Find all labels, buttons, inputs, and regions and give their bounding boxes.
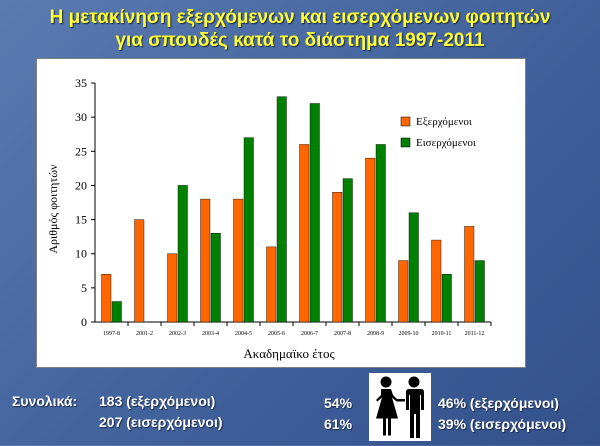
bar-incoming-2010-11 (441, 273, 452, 323)
bar-incoming-1997-8 (111, 301, 122, 323)
male-outgoing-pct: 46% (εξερχόμενοι) (438, 395, 559, 411)
bar-chart: 0 5 10 15 20 25 30 35 1997-8 2001-2 2002-3 2003-4 20… (46, 76, 492, 361)
x-tick-label: 2003-4 (202, 331, 219, 337)
y-tick-label: 15 (75, 213, 87, 227)
bar-incoming-2006-7 (309, 103, 320, 323)
bar-incoming-2007-8 (342, 178, 353, 323)
x-tick-label: 1997-8 (103, 331, 120, 337)
bar-incoming-2002-3 (177, 185, 188, 323)
title-line-2: για σπουδές κατά το διάστημα 1997-2011 (115, 30, 485, 51)
bar-incoming-2005-6 (276, 96, 287, 323)
x-tick-label: 2001-2 (136, 331, 153, 337)
x-axis-label: Ακαδημαϊκο έτος (243, 346, 335, 361)
bar-outgoing-2001-2 (134, 219, 145, 323)
y-tick-label: 10 (75, 247, 87, 261)
title-line-1: Η μετακίνηση εξερχόμενων και εισερχόμενω… (49, 7, 551, 28)
x-tick-label: 2011-12 (465, 331, 485, 337)
x-tick-label: 2005-6 (268, 331, 285, 337)
total-label: Συνολικά: (12, 393, 78, 409)
y-axis-label: Αριθμός φοιτητών (46, 164, 60, 254)
legend-label-incoming: Εισερχόμενοι (416, 137, 476, 149)
bar-outgoing-2003-4 (200, 198, 211, 323)
outgoing-total: 183 (εξερχόμενοι) (99, 393, 216, 409)
x-tick-label: 2008-9 (367, 331, 384, 337)
y-tick-label: 5 (81, 281, 87, 295)
bar-outgoing-1997-8 (101, 273, 112, 323)
y-tick-label: 30 (75, 110, 87, 124)
y-tick-label: 35 (75, 76, 87, 90)
legend-label-outgoing: Εξερχόμενοι (416, 116, 472, 128)
bar-outgoing-2007-8 (332, 192, 343, 323)
x-tick-label: 2004-5 (235, 331, 252, 337)
female-incoming-pct: 61% (324, 416, 353, 432)
bar-outgoing-2006-7 (299, 144, 310, 323)
bar-outgoing-2004-5 (233, 198, 244, 323)
bar-incoming-2011-12 (474, 260, 485, 323)
x-tick-label: 2009-10 (399, 331, 419, 337)
y-tick-label: 20 (75, 178, 87, 192)
bar-outgoing-2009-10 (398, 260, 409, 323)
x-tick-label: 2006-7 (301, 331, 318, 337)
bar-outgoing-2005-6 (266, 246, 277, 323)
x-tick-label: 2007-8 (334, 331, 351, 337)
y-tick-label: 25 (75, 144, 87, 158)
bar-incoming-2009-10 (408, 212, 419, 323)
bar-outgoing-2002-3 (167, 253, 178, 323)
legend-swatch-incoming (400, 137, 411, 148)
chart-panel: 0 5 10 15 20 25 30 35 1997-8 2001-2 2002-3 2003-4 20… (36, 58, 526, 368)
bar-incoming-2004-5 (243, 137, 254, 323)
bar-incoming-2003-4 (210, 233, 221, 323)
bar-outgoing-2008-9 (365, 157, 376, 323)
legend: Εξερχόμενοι Εισερχόμενοι (400, 116, 476, 149)
bar-outgoing-2011-12 (464, 226, 475, 323)
bar-incoming-2008-9 (375, 144, 386, 323)
man-woman-icon (369, 373, 431, 441)
y-tick-label: 0 (81, 315, 87, 329)
incoming-total: 207 (εισερχόμενοι) (99, 414, 223, 430)
legend-swatch-outgoing (400, 116, 411, 127)
male-incoming-pct: 39% (εισερχόμενοι) (438, 416, 567, 432)
x-tick-label: 2010-11 (432, 331, 452, 337)
bar-outgoing-2010-11 (431, 239, 442, 323)
x-tick-label: 2002-3 (169, 331, 186, 337)
female-outgoing-pct: 54% (324, 395, 353, 411)
